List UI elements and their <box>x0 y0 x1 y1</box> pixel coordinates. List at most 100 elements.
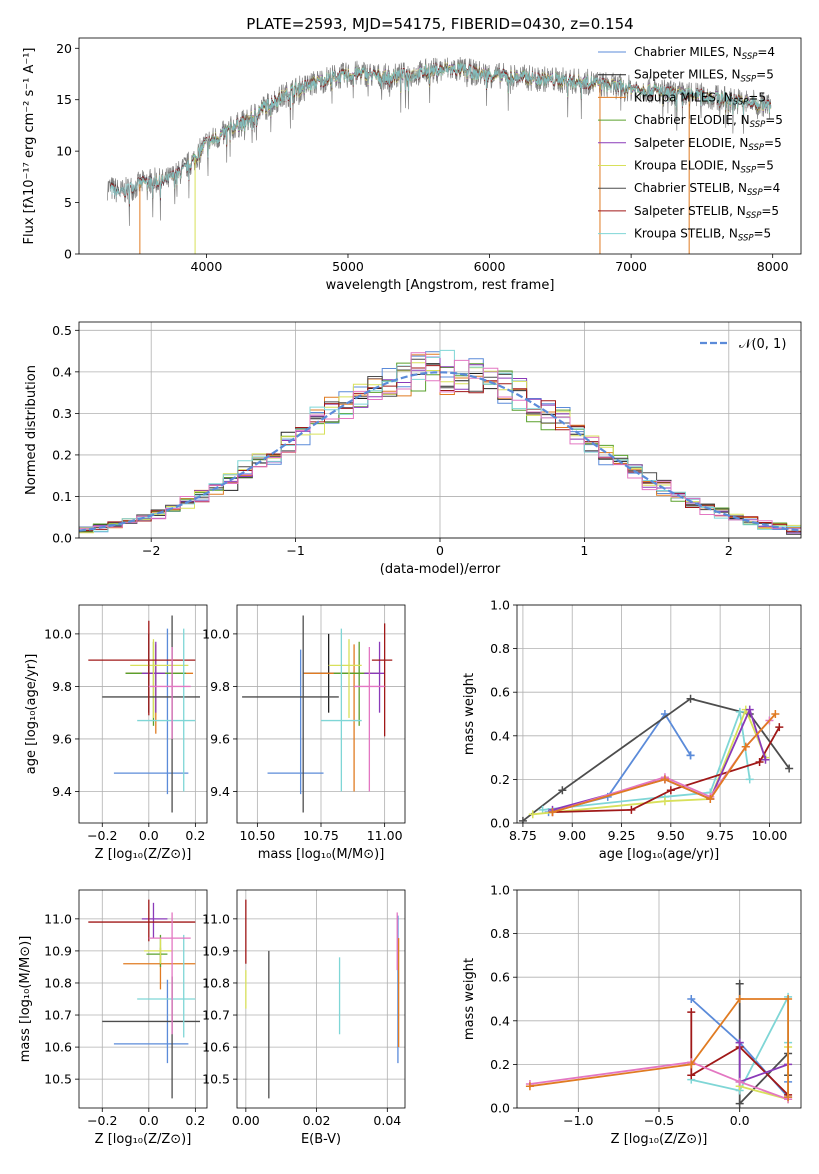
y-tick-label: 11.0 <box>44 911 72 926</box>
x-axis-label: Z [log₁₀(Z/Z⊙)] <box>95 1132 192 1147</box>
weight-line-salpeter_stelib <box>690 1012 789 1096</box>
x-tick-label: 0.2 <box>185 1113 205 1128</box>
plus-marker <box>735 979 744 988</box>
axes-frame <box>236 889 406 1109</box>
plus-marker <box>525 1082 534 1091</box>
y-axis-label: Normed distribution <box>24 365 39 495</box>
plus-marker <box>735 995 744 1003</box>
legend-label: Salpeter ELODIE, NSSP=5 <box>634 136 782 153</box>
plus-marker <box>660 775 669 784</box>
y-tick-label: 1.0 <box>490 883 510 898</box>
y-tick-label: 10.9 <box>202 943 230 958</box>
x-tick-label: 0.02 <box>303 1113 331 1128</box>
x-tick-label: 0 <box>436 543 444 558</box>
x-tick-label: −0.5 <box>644 1113 674 1128</box>
y-tick-label: 0.5 <box>52 323 72 338</box>
x-tick-label: 10.00 <box>752 828 788 843</box>
axes-mass-vs-ebv: 0.00 0.02 0.04 10.5 10.6 10.7 10.8 10.9 11.0 E(B-… <box>202 889 406 1147</box>
legend-label: Kroupa ELODIE, NSSP=5 <box>634 159 774 176</box>
y-tick-label: 10.8 <box>44 975 72 990</box>
x-tick-label: 6000 <box>474 259 506 274</box>
y-tick-label: 1.0 <box>490 598 510 613</box>
plot-area-age-vs-z <box>88 615 201 813</box>
plus-marker <box>735 1077 744 1086</box>
plus-marker <box>785 764 794 773</box>
axes-frame <box>516 889 802 1109</box>
plus-marker <box>741 742 750 751</box>
axes-mass-vs-z: −0.2 0.0 0.2 10.5 10.6 10.7 10.8 10.9 11.0 Z [log… <box>18 889 208 1147</box>
x-axis-label: Z [log₁₀(Z/Z⊙)] <box>611 1132 708 1147</box>
plus-marker <box>528 810 537 819</box>
plot-area-age-vs-mass <box>242 615 393 813</box>
y-axis-label: mass weight <box>462 673 477 755</box>
gaussian-curve <box>79 371 801 532</box>
y-tick-label: 10.8 <box>202 975 230 990</box>
x-tick-label: 9.75 <box>706 828 734 843</box>
x-tick-label: 0.0 <box>730 1113 750 1128</box>
y-tick-label: 15 <box>56 92 72 107</box>
plot-area-weight-vs-z <box>525 979 793 1108</box>
plus-marker <box>745 775 754 784</box>
plus-marker <box>784 1093 793 1102</box>
plus-marker <box>627 805 636 814</box>
axes-weight-vs-z: −1.0 −0.5 0.0 0.0 0.2 0.4 0.6 0.8 1.0 Z [log₁₀(Z/… <box>462 883 802 1147</box>
plus-marker <box>761 755 770 764</box>
axes-frame <box>236 604 406 824</box>
y-tick-label: 0 <box>64 247 72 262</box>
axes-spectrum: 4000 5000 6000 7000 8000 0 5 10 15 20 wavelength [… <box>22 37 802 293</box>
plus-marker <box>548 808 557 817</box>
model-line-kroupa_miles <box>135 62 772 198</box>
histogram-kroupa_stelib <box>79 349 801 532</box>
histogram-salpeter_elodie <box>79 356 801 534</box>
plus-marker <box>660 797 669 806</box>
plus-marker <box>735 1099 744 1108</box>
y-tick-label: 10.6 <box>44 1040 72 1055</box>
y-tick-label: 0.2 <box>490 772 510 787</box>
legend-label: Kroupa STELIB, NSSP=5 <box>634 227 771 244</box>
y-axis-label: mass [log₁₀(M/M⊙)] <box>18 936 33 1063</box>
plus-marker <box>687 1060 696 1069</box>
y-tick-label: 0.3 <box>52 406 72 421</box>
x-tick-label: 2 <box>725 543 733 558</box>
y-tick-label: 10.7 <box>44 1008 72 1023</box>
histogram-salpeter_stelib <box>79 365 801 532</box>
x-tick-label: −0.2 <box>87 828 117 843</box>
y-tick-label: 9.4 <box>210 784 230 799</box>
y-tick-label: 0.6 <box>490 970 510 985</box>
axes-frame <box>78 889 208 1109</box>
axes-residuals: −2 −1 0 1 2 0.0 0.1 0.2 0.3 0.4 0.5 (data-model)/er… <box>24 321 802 577</box>
x-axis-label: E(B-V) <box>301 1132 341 1147</box>
y-tick-label: 0.1 <box>52 489 72 504</box>
x-tick-label: 11.00 <box>367 828 403 843</box>
y-tick-label: 9.4 <box>52 784 72 799</box>
weight-line-chabrier_miles <box>548 712 692 813</box>
legend-label: Chabrier STELIB, NSSP=4 <box>634 181 780 198</box>
x-axis-label: Z [log₁₀(Z/Z⊙)] <box>95 847 192 862</box>
x-tick-label: 0.00 <box>232 1113 260 1128</box>
x-tick-label: 7000 <box>615 259 647 274</box>
weight-line-salpeter_stelib <box>552 726 781 813</box>
y-tick-label: 0.6 <box>490 685 510 700</box>
y-tick-label: 0.2 <box>52 447 72 462</box>
y-axis-label: mass weight <box>462 958 477 1040</box>
x-tick-label: 0.04 <box>373 1113 401 1128</box>
y-axis-label: age [log₁₀(age/yr)] <box>24 654 39 775</box>
y-tick-label: 9.8 <box>210 679 230 694</box>
residual-legend: 𝒩(0, 1) <box>700 337 786 352</box>
x-tick-label: 9.00 <box>558 828 586 843</box>
plus-marker <box>745 705 754 714</box>
plus-marker <box>558 786 567 795</box>
x-tick-label: 10.75 <box>303 828 339 843</box>
x-tick-label: 0.0 <box>139 1113 159 1128</box>
x-tick-label: 9.50 <box>657 828 685 843</box>
y-tick-label: 10.0 <box>44 626 72 641</box>
plus-marker <box>686 751 695 760</box>
weight-line-kroupa_stelib <box>542 711 751 811</box>
x-tick-label: 0.2 <box>185 828 205 843</box>
axes-age-vs-mass: 10.50 10.75 11.00 9.4 9.6 9.8 10.0 mass [log₁₀(… <box>202 604 406 862</box>
x-tick-label: −0.2 <box>87 1113 117 1128</box>
axes-frame <box>78 604 208 824</box>
